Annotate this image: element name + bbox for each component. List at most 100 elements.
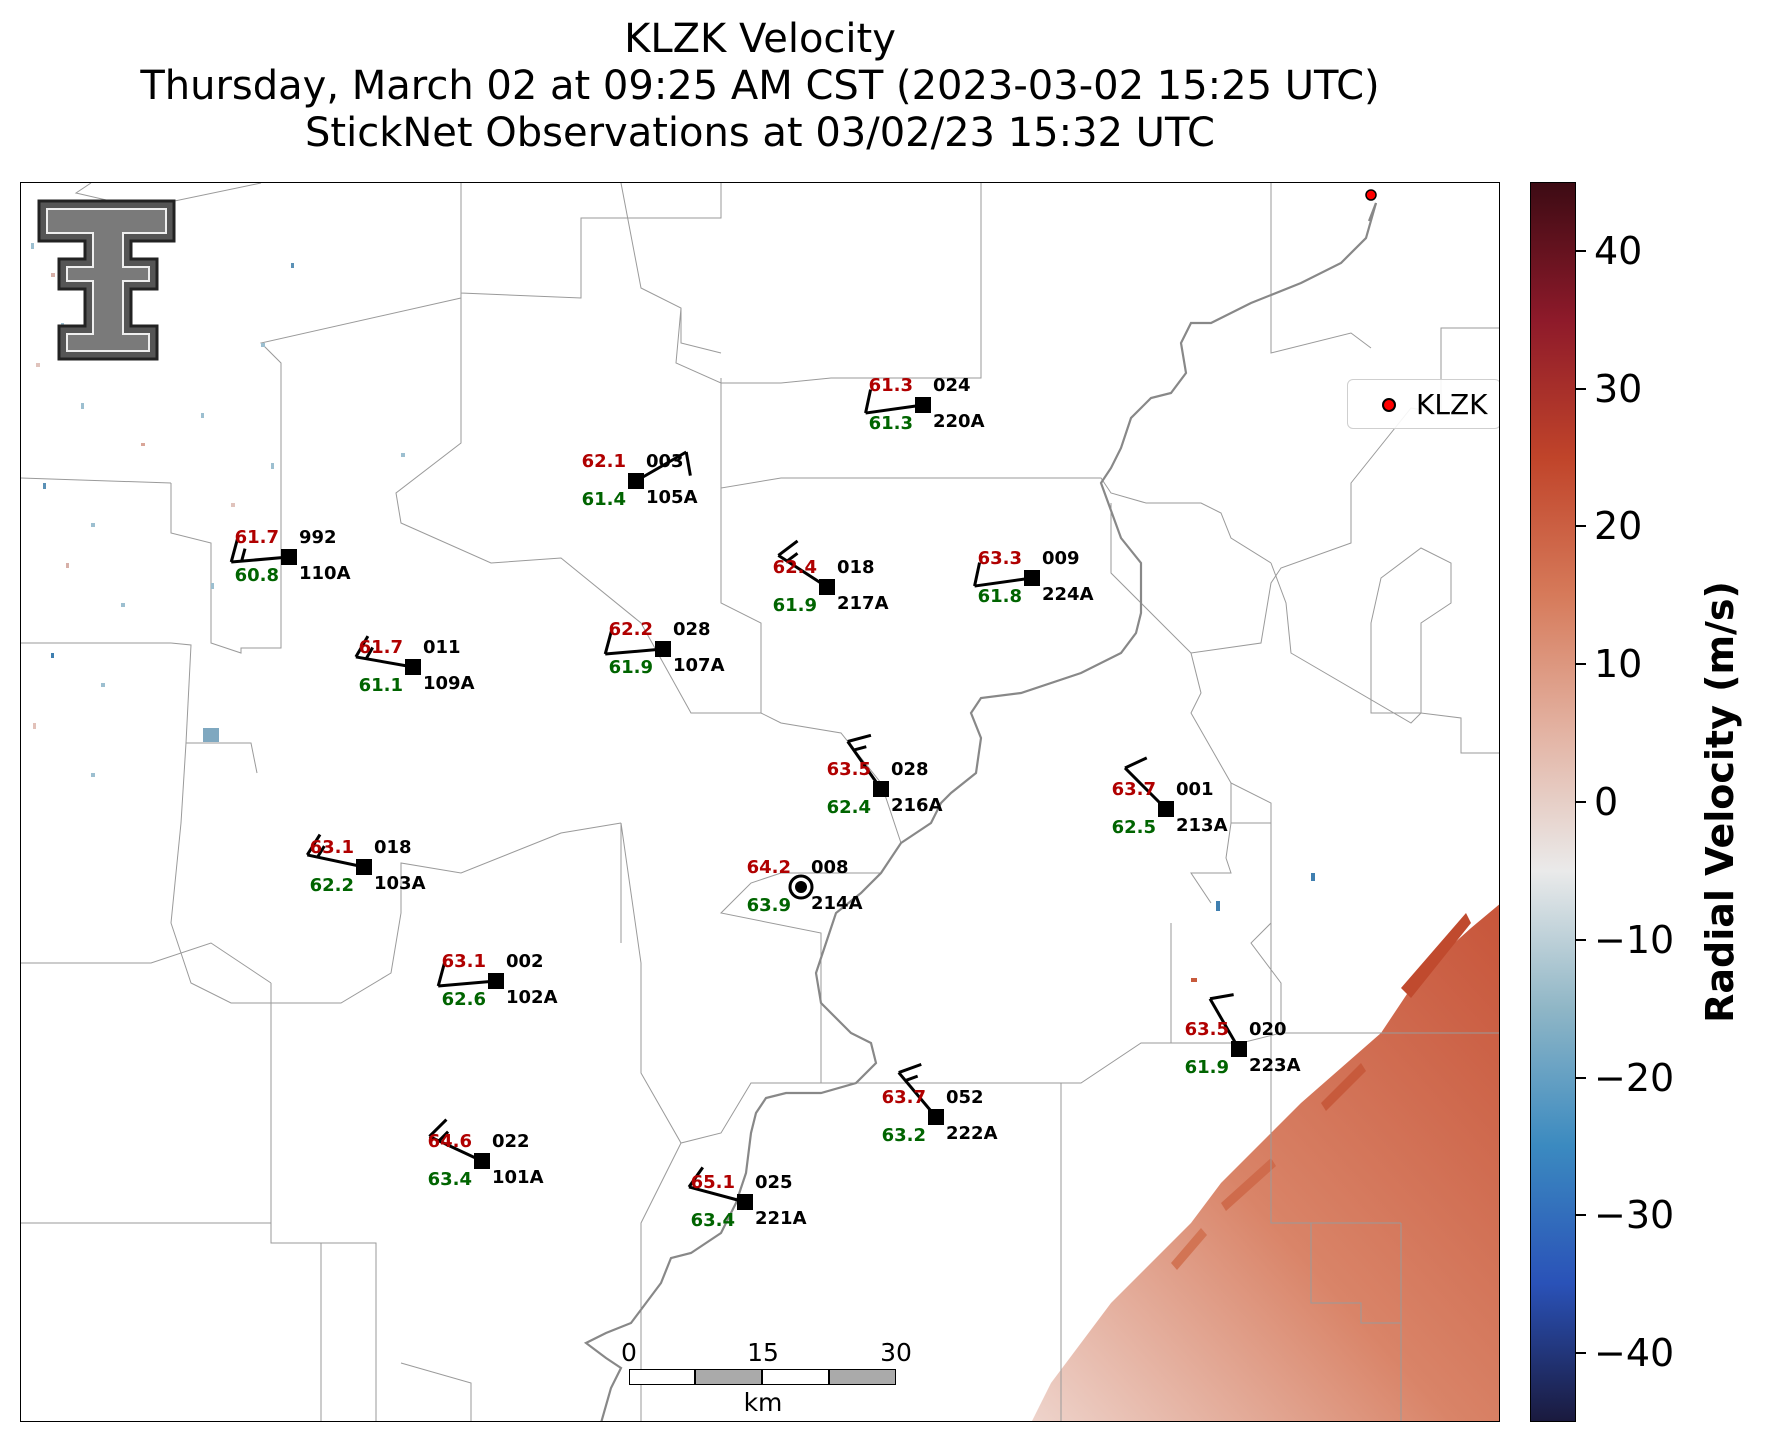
legend-marker-icon	[1382, 398, 1396, 412]
station-id: 105A	[646, 487, 698, 508]
station-dewpoint: 61.8	[978, 586, 1022, 607]
map-title: KLZK Velocity	[624, 16, 896, 62]
wind-barb-shaft	[231, 555, 290, 564]
station-dewpoint: 63.4	[428, 1169, 472, 1190]
arkansas-river	[583, 202, 1378, 1421]
scale-bar	[629, 1369, 897, 1387]
station-marker	[928, 1109, 944, 1125]
station-220A[interactable]: 61.3 61.3 024 220A	[864, 375, 985, 434]
station-dewpoint: 61.4	[582, 489, 626, 510]
station-105A[interactable]: 62.1 61.4 003 105A	[582, 450, 698, 510]
station-107A[interactable]: 62.2 61.9 028 107A	[603, 619, 725, 678]
station-id: 221A	[755, 1208, 807, 1229]
station-marker	[819, 579, 835, 595]
station-marker	[915, 397, 931, 413]
station-222A[interactable]: 63.7 63.2 052 222A	[882, 1062, 998, 1146]
station-110A[interactable]: 61.7 60.8 992 110A	[229, 527, 351, 586]
station-marker	[281, 549, 297, 565]
station-dewpoint: 63.9	[747, 895, 791, 916]
klzk-radar-marker[interactable]	[1365, 189, 1377, 201]
station-213A[interactable]: 63.7 62.5 001 213A	[1112, 756, 1228, 838]
station-109A[interactable]: 61.7 61.1 011 109A	[354, 635, 475, 696]
station-id: 213A	[1176, 815, 1228, 836]
wind-barb-shaft	[355, 655, 414, 669]
colorbar-tick-mark	[1576, 525, 1586, 528]
wind-barb-flag	[777, 539, 799, 557]
wind-barb-shaft	[1208, 998, 1241, 1050]
colorbar-tick-label: −40	[1594, 1331, 1675, 1376]
colorbar-tick-mark	[1576, 1214, 1586, 1217]
colorbar-tick-mark	[1576, 663, 1586, 666]
wind-barb-flag	[898, 1062, 922, 1074]
sticknet-stations: 61.3 61.3 024 220A 62.1 61.4 003 105A 61.7 60.8 99…	[229, 375, 1301, 1231]
station-pressure: 018	[837, 557, 875, 578]
station-pressure: 992	[299, 527, 337, 548]
station-temperature: 63.7	[882, 1087, 926, 1108]
wind-barb-shaft	[688, 1185, 746, 1204]
radar-clutter	[31, 243, 1315, 982]
station-id: 222A	[946, 1123, 998, 1144]
station-223A[interactable]: 63.5 61.9 020 223A	[1185, 993, 1301, 1078]
station-marker	[488, 973, 504, 989]
station-temperature: 63.7	[1112, 779, 1156, 800]
station-217A[interactable]: 62.4 61.9 018 217A	[773, 539, 889, 616]
station-marker	[737, 1194, 753, 1210]
station-pressure: 002	[506, 951, 544, 972]
station-dewpoint: 62.2	[310, 875, 354, 896]
station-pressure: 052	[946, 1087, 984, 1108]
wind-barb-shaft	[605, 647, 664, 656]
wind-barb-flag	[687, 1166, 704, 1188]
station-pressure: 003	[646, 451, 684, 472]
station-id: 223A	[1249, 1055, 1301, 1076]
station-dewpoint: 63.2	[882, 1125, 926, 1146]
station-temperature: 62.4	[773, 557, 817, 578]
station-temperature: 63.1	[310, 837, 354, 858]
station-marker	[795, 881, 807, 893]
map-canvas[interactable]: 61.3 61.3 024 220A 62.1 61.4 003 105A 61.7 60.8 99…	[21, 183, 1500, 1422]
station-temperature: 62.1	[582, 451, 626, 472]
station-214A[interactable]: 64.2 63.9 008 214A	[747, 857, 863, 916]
colorbar-tick-label: 30	[1594, 366, 1643, 411]
colorbar-tick-label: 20	[1594, 504, 1643, 549]
wind-barb-flag	[904, 1074, 919, 1082]
velocity-colorbar	[1530, 182, 1576, 1422]
calm-wind-circle	[788, 874, 814, 900]
station-102A[interactable]: 63.1 62.6 002 102A	[436, 951, 558, 1010]
station-marker	[474, 1153, 490, 1169]
colorbar-tick-label: 0	[1594, 780, 1619, 824]
colorbar-tick-mark	[1576, 249, 1586, 252]
colorbar-tick-mark	[1576, 387, 1586, 390]
station-id: 107A	[673, 655, 725, 676]
station-temperature: 61.7	[235, 527, 279, 548]
station-101A[interactable]: 64.6 63.4 022 101A	[428, 1118, 544, 1190]
station-temperature: 65.1	[691, 1172, 735, 1193]
scale-label-15: 15	[747, 1338, 779, 1367]
wind-barb-shaft	[865, 403, 924, 415]
scale-label-30: 30	[880, 1338, 912, 1367]
colorbar-tick-mark	[1576, 801, 1586, 803]
wind-barb-shaft	[438, 979, 497, 988]
colorbar-tick-label: −30	[1594, 1193, 1675, 1238]
wind-barb-flag	[603, 630, 613, 655]
station-id: 102A	[506, 987, 558, 1008]
wind-barb-flag	[847, 733, 872, 743]
station-temperature: 61.3	[869, 375, 913, 396]
station-temperature: 63.5	[1185, 1019, 1229, 1040]
texas-tech-logo	[37, 199, 176, 361]
map-panel[interactable]: 61.3 61.3 024 220A 62.1 61.4 003 105A 61.7 60.8 99…	[20, 182, 1500, 1422]
wind-barb-flag	[428, 1118, 448, 1138]
station-temperature: 63.3	[978, 548, 1022, 569]
station-dewpoint: 61.9	[1185, 1057, 1229, 1078]
station-dewpoint: 63.4	[691, 1210, 735, 1231]
station-103A[interactable]: 63.1 62.2 018 103A	[305, 833, 426, 896]
station-221A[interactable]: 65.1 63.4 025 221A	[687, 1166, 807, 1231]
station-216A[interactable]: 63.5 62.4 028 216A	[827, 733, 943, 818]
wind-barb-flag	[437, 1130, 450, 1142]
station-marker	[405, 659, 421, 675]
station-dewpoint: 62.6	[442, 989, 486, 1010]
station-pressure: 022	[492, 1131, 530, 1152]
wind-barb-shaft	[974, 576, 1033, 588]
station-dewpoint: 62.4	[827, 797, 871, 818]
station-224A[interactable]: 63.3 61.8 009 224A	[973, 548, 1094, 607]
map-subtitle-observations: StickNet Observations at 03/02/23 15:32 …	[305, 110, 1215, 156]
